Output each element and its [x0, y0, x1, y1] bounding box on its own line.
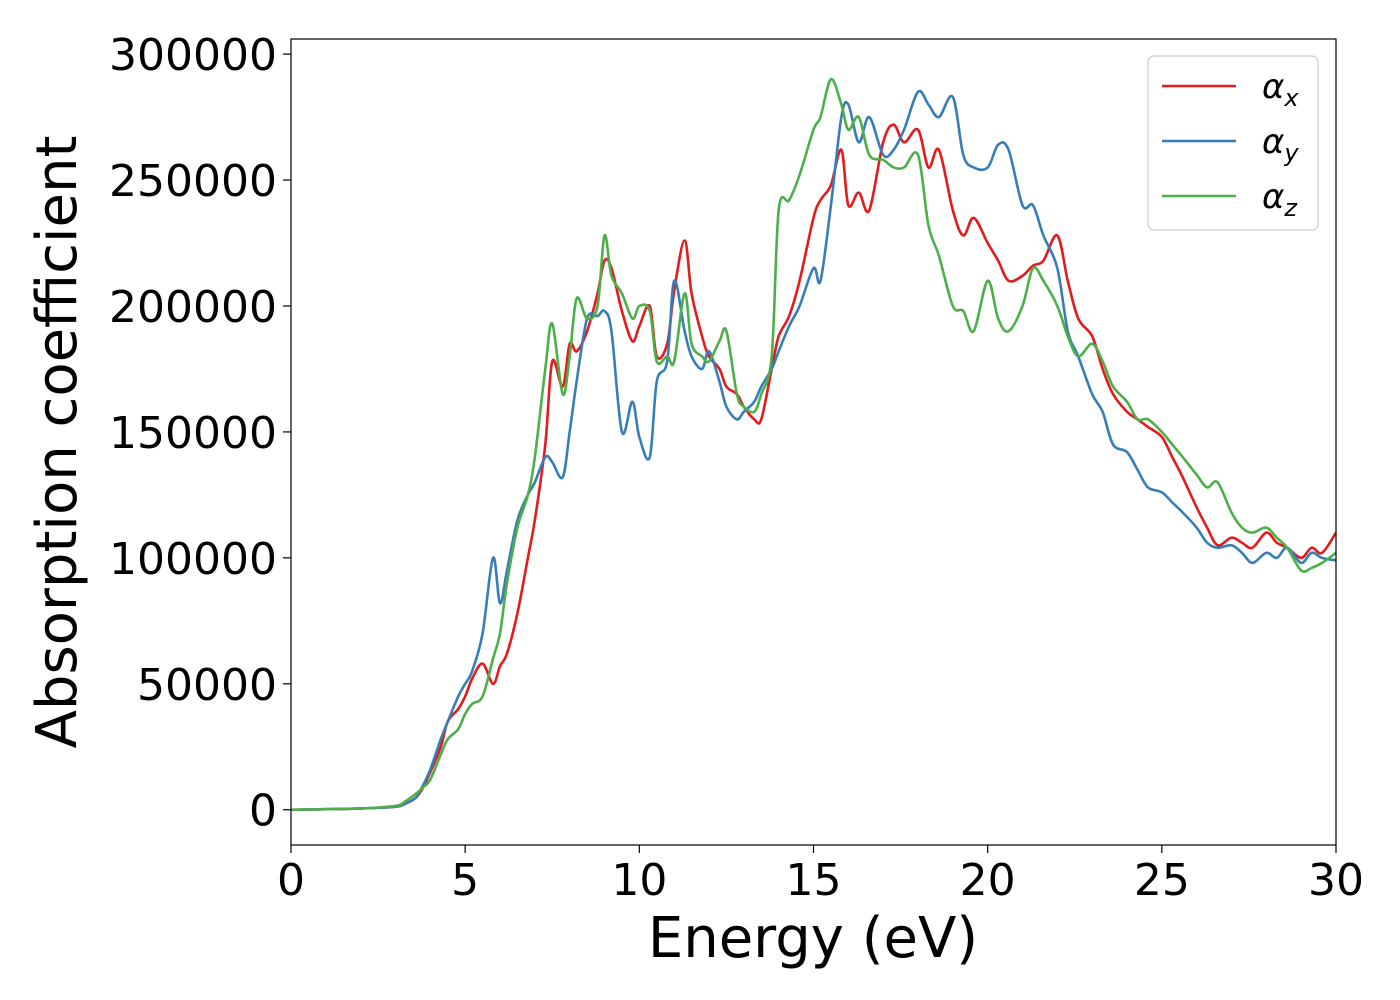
x-tick-label: 0	[277, 855, 305, 906]
y-tick-label: 200000	[109, 282, 277, 333]
y-tick-label: 300000	[109, 30, 277, 81]
y-tick-label: 250000	[109, 156, 277, 207]
y-tick-label: 50000	[137, 660, 277, 711]
x-tick-label: 5	[451, 855, 479, 906]
series-line-z	[290, 77, 1337, 812]
series-layer	[290, 77, 1338, 812]
x-tick-label: 15	[786, 855, 842, 906]
y-axis-title: Absorption coefficient	[25, 136, 90, 749]
x-tick-label: 10	[611, 855, 667, 906]
series-line-y	[290, 89, 1337, 812]
series-line-x	[290, 123, 1338, 812]
y-tick-label: 100000	[109, 534, 277, 585]
x-axis: 0 5 10 15 20 25 30	[277, 845, 1364, 906]
y-tick-label: 0	[249, 786, 277, 837]
x-tick-label: 20	[960, 855, 1016, 906]
y-axis: 0 50000 100000 150000 200000 250000 300000	[109, 30, 291, 837]
x-axis-title: Energy (eV)	[648, 906, 978, 971]
legend-box	[1147, 55, 1319, 231]
x-tick-label: 30	[1308, 855, 1364, 906]
y-tick-label: 150000	[109, 408, 277, 459]
x-tick-label: 25	[1134, 855, 1190, 906]
